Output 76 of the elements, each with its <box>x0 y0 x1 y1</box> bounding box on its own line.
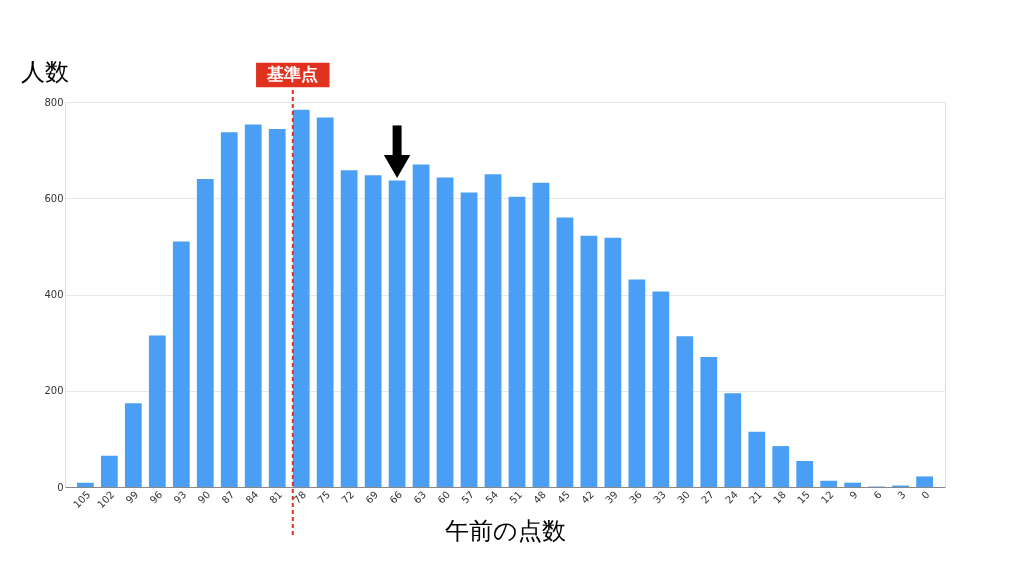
x-tick-label: 54 <box>483 488 501 506</box>
bar <box>820 480 838 487</box>
x-tick-label: 69 <box>363 488 381 506</box>
y-tick-label: 600 <box>44 192 64 204</box>
x-tick-label: 93 <box>171 488 189 506</box>
bar <box>340 170 358 487</box>
x-tick-label: 72 <box>339 488 357 506</box>
x-axis-title: 午前の点数 <box>445 517 566 546</box>
ref-line-label: 基準点 <box>266 64 319 84</box>
bar <box>796 461 814 487</box>
bar <box>412 164 430 487</box>
y-axis-title: 人数 <box>20 57 69 86</box>
x-tick-label: 57 <box>459 488 477 506</box>
bar <box>676 336 694 487</box>
bar <box>748 431 766 487</box>
bar <box>436 177 454 487</box>
x-tick-label: 45 <box>555 488 573 506</box>
bar <box>148 335 166 487</box>
bar <box>244 124 262 487</box>
x-tick-label: 63 <box>411 488 429 506</box>
y-tick-label: 400 <box>44 289 64 300</box>
x-tick-label: 15 <box>795 488 812 506</box>
bar <box>628 279 646 487</box>
x-tick-label: 87 <box>219 488 237 506</box>
bar <box>604 237 622 487</box>
bar <box>556 217 574 487</box>
bar <box>700 357 718 487</box>
bar <box>484 174 502 487</box>
bar <box>268 128 286 487</box>
x-tick-label: 90 <box>195 488 213 506</box>
bar <box>772 446 790 487</box>
bar <box>508 196 526 487</box>
x-tick-label: 18 <box>771 488 788 506</box>
x-tick-label: 6 <box>871 488 884 502</box>
bar <box>76 482 94 487</box>
x-tick-label: 24 <box>723 488 740 506</box>
x-tick-label: 60 <box>435 488 453 506</box>
y-tick-label: 200 <box>44 385 64 397</box>
x-tick-label: 9 <box>847 488 860 502</box>
x-tick-label: 33 <box>651 488 668 506</box>
bar <box>580 235 598 487</box>
x-tick-label: 78 <box>291 488 309 506</box>
bar <box>364 175 382 487</box>
x-tick-label: 0 <box>919 488 932 502</box>
x-tick-label: 99 <box>123 488 141 506</box>
x-tick-label: 81 <box>267 488 285 506</box>
x-tick-label: 51 <box>507 488 525 506</box>
x-tick-label: 96 <box>147 488 165 506</box>
bar <box>196 179 214 487</box>
bar <box>292 109 310 487</box>
x-tick-label: 84 <box>243 488 261 506</box>
x-tick-label: 75 <box>315 488 333 506</box>
bar <box>220 132 238 487</box>
x-tick-label: 30 <box>675 488 692 506</box>
x-tick-label: 102 <box>95 488 117 511</box>
x-tick-label: 48 <box>531 488 549 506</box>
bar <box>724 393 742 487</box>
x-tick-label: 27 <box>699 488 716 506</box>
x-tick-label: 21 <box>747 488 764 506</box>
x-tick-label: 12 <box>818 488 836 506</box>
bar <box>124 403 142 487</box>
bar <box>844 482 862 487</box>
bar <box>916 476 934 487</box>
y-tick-label: 800 <box>44 96 64 108</box>
x-tick-label: 39 <box>603 488 620 506</box>
bar <box>316 117 334 487</box>
bar <box>100 455 118 487</box>
x-tick-label: 66 <box>387 488 405 506</box>
bar <box>652 291 670 487</box>
x-tick-label: 36 <box>627 488 644 506</box>
bar <box>460 192 478 487</box>
bar <box>532 182 550 487</box>
bar <box>172 241 190 487</box>
x-tick-label: 3 <box>895 488 908 502</box>
x-tick-label: 105 <box>71 488 93 511</box>
x-tick-label: 42 <box>579 488 596 506</box>
